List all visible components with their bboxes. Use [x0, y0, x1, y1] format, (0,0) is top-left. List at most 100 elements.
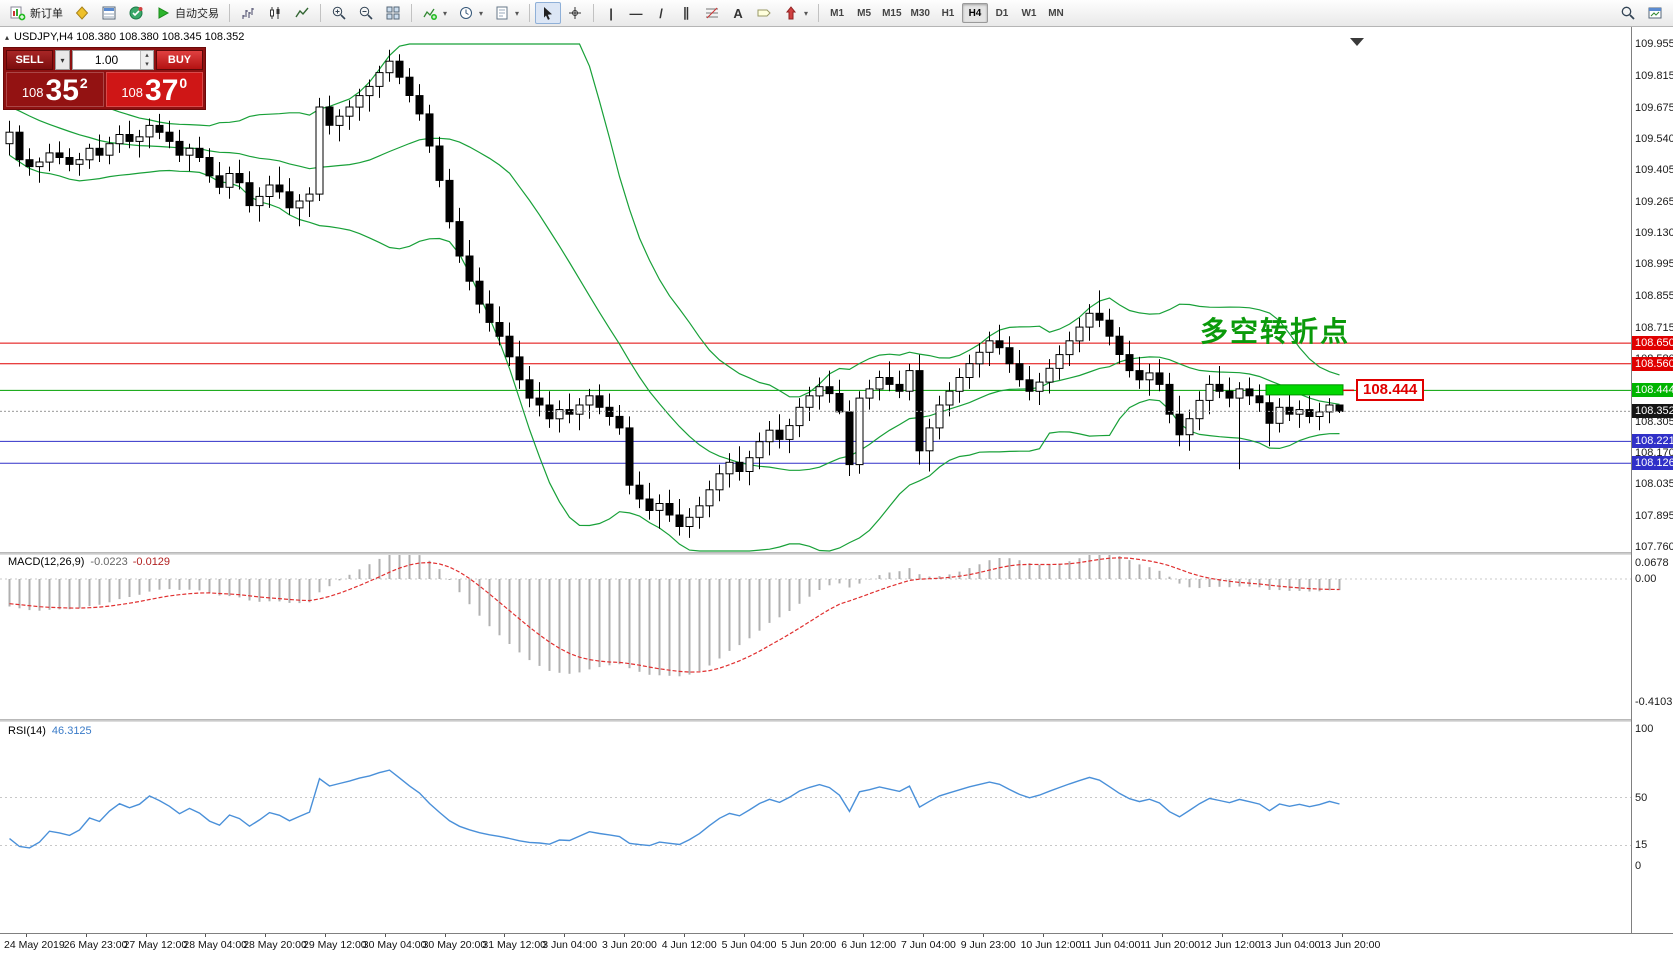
text-tool-button[interactable]: A: [726, 2, 750, 24]
bar-chart-button[interactable]: [235, 2, 261, 24]
timeframe-m1[interactable]: M1: [830, 7, 845, 19]
macd-name: MACD(12,26,9): [8, 556, 85, 568]
time-axis-label: 6 Jun 12:00: [841, 939, 897, 951]
price-axis-label: 109.540: [1635, 133, 1673, 146]
dropdown-arrow-icon: ▾: [515, 8, 520, 18]
zoom-out-button[interactable]: [353, 2, 379, 24]
zoom-out-icon: [359, 6, 373, 20]
clock-icon: [460, 7, 473, 19]
strategy-tester-button[interactable]: [123, 2, 149, 24]
hlines-group[interactable]: [0, 342, 1631, 464]
dropdown-arrow-icon: ▾: [804, 8, 809, 18]
templates-button[interactable]: ▾: [489, 2, 524, 24]
rsi-value: 46.3125: [51, 725, 92, 737]
toolbar: 新订单 自动交易: [0, 0, 1673, 27]
timeframe-h4[interactable]: H4: [961, 3, 988, 23]
volume-up-button[interactable]: ▴: [141, 51, 153, 60]
timeframe-m5[interactable]: M5: [857, 7, 872, 19]
one-click-trading-panel: SELL ▾ ▴ ▾ BUY 108 35 2 108 37 0: [3, 47, 206, 110]
chart-canvas[interactable]: [0, 27, 1631, 933]
symbol-search-button[interactable]: [1615, 2, 1641, 24]
text-label-icon: [757, 9, 771, 17]
tile-windows-button[interactable]: [380, 2, 406, 24]
turning-point-highlight[interactable]: [1265, 384, 1344, 396]
price-badge-108.560: 108.560: [1632, 356, 1673, 371]
indicators-button[interactable]: ▾: [417, 2, 452, 24]
time-axis-label: 28 May 20:00: [243, 939, 307, 951]
bollinger-bands-group: [9, 43, 1340, 552]
fibonacci-tool-button[interactable]: [699, 2, 725, 24]
price-badge-108.126: 108.126: [1632, 456, 1673, 471]
new-order-button[interactable]: 新订单: [5, 2, 68, 24]
cursor-icon: [544, 7, 553, 20]
buy-button[interactable]: BUY: [156, 50, 203, 70]
volume-preset-dropdown[interactable]: ▾: [55, 50, 70, 70]
chart-info-line: ▴ USDJPY,H4 108.380 108.380 108.345 108.…: [5, 31, 244, 43]
timeframe-w1[interactable]: W1: [1021, 7, 1037, 19]
time-axis-tick: [85, 934, 87, 937]
bollinger-middle-line: [9, 106, 1340, 471]
time-axis-label: 30 May 20:00: [422, 939, 487, 951]
rsi-axis-label: 100: [1635, 723, 1654, 735]
time-axis-label: 3 Jun 04:00: [542, 939, 598, 951]
sell-button[interactable]: SELL: [6, 50, 53, 70]
strategy-tester-icon: [129, 6, 143, 20]
autotrading-play-icon: [158, 7, 170, 19]
trendline-tool-button[interactable]: /: [649, 2, 673, 24]
cursor-tool-button[interactable]: [535, 2, 562, 24]
time-axis-label: 29 May 12:00: [303, 939, 367, 951]
time-axis-tick: [1042, 934, 1044, 937]
chart-objects-group[interactable]: [0, 38, 1631, 412]
price-axis[interactable]: 109.955 109.815 109.675 109.540 109.405 109.2…: [1631, 27, 1673, 933]
macd-group: [0, 555, 1631, 677]
zoom-in-button[interactable]: [326, 2, 352, 24]
price-axis-label: 108.035: [1635, 478, 1673, 491]
timeframe-group: M1 M5 M15 M30 H1 H4 D1 W1 MN: [824, 3, 1069, 23]
macd-panel-divider[interactable]: [0, 552, 1673, 555]
market-watch-button[interactable]: [96, 2, 122, 24]
line-chart-button[interactable]: [289, 2, 315, 24]
toolbar-separator: [529, 4, 531, 22]
horizontal-line-tool-button[interactable]: —: [624, 2, 648, 24]
price-axis-label: 108.855: [1635, 290, 1673, 303]
chart-text-annotation[interactable]: 多空转折点: [1200, 317, 1351, 348]
vertical-line-tool-button[interactable]: |: [599, 2, 623, 24]
timeframe-d1[interactable]: D1: [995, 7, 1009, 19]
price-callout[interactable]: 108.444: [1356, 379, 1425, 402]
text-label-tool-button[interactable]: [751, 2, 777, 24]
timeframe-mn[interactable]: MN: [1048, 7, 1064, 19]
arrows-tool-button[interactable]: ▾: [778, 2, 813, 24]
periods-button[interactable]: ▾: [453, 2, 488, 24]
time-axis-tick: [863, 934, 865, 937]
buy-price-big: 37: [145, 74, 179, 107]
crosshair-tool-button[interactable]: [562, 2, 588, 24]
rsi-panel-divider[interactable]: [0, 719, 1673, 722]
time-axis-tick: [384, 934, 386, 937]
timeframe-m15[interactable]: M15: [882, 7, 902, 19]
arrow-tool-icon: [786, 6, 797, 20]
metaeditor-button[interactable]: [69, 2, 95, 24]
rsi-group: [0, 769, 1631, 849]
volume-down-button[interactable]: ▾: [141, 60, 153, 69]
timeframe-h1[interactable]: H1: [941, 7, 955, 19]
time-axis-tick: [145, 934, 147, 937]
timeframe-m30[interactable]: M30: [910, 7, 930, 19]
new-order-icon: [10, 6, 26, 21]
dropdown-arrow-icon: ▾: [479, 8, 484, 18]
chart-window-button[interactable]: [1642, 2, 1668, 24]
buy-price-button[interactable]: 108 37 0: [105, 72, 203, 107]
macd-label: MACD(12,26,9) -0.0223 -0.0129: [8, 556, 170, 568]
price-badge-108.221: 108.221: [1632, 434, 1673, 449]
channel-tool-button[interactable]: ∥: [674, 2, 698, 24]
sell-price-button[interactable]: 108 35 2: [6, 72, 104, 107]
time-axis-tick: [26, 934, 27, 937]
time-axis[interactable]: 24 May 2019 26 May 23:00 27 May 12:00 28 Ma…: [0, 933, 1673, 953]
candlestick-chart-button[interactable]: [262, 2, 288, 24]
macd-value-1: -0.0223: [90, 556, 128, 568]
chart-shift-marker[interactable]: [1350, 38, 1364, 46]
autotrading-button[interactable]: 自动交易: [150, 2, 224, 24]
time-axis-label: 11 Jun 04:00: [1080, 939, 1141, 951]
vertical-line-icon: |: [609, 5, 613, 21]
volume-input[interactable]: [73, 51, 140, 69]
